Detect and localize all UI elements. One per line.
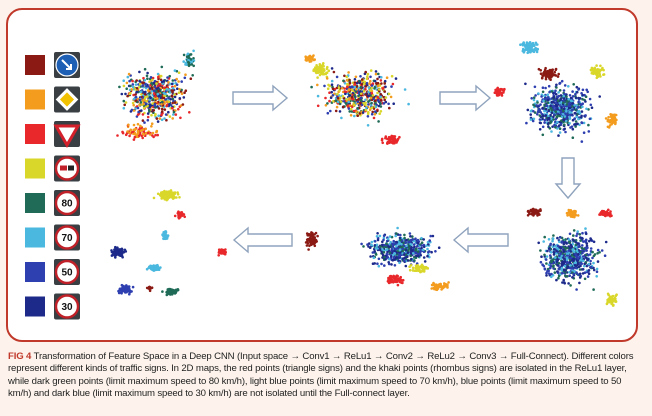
feature-cluster <box>161 230 170 241</box>
feature-cluster <box>589 64 606 80</box>
legend-swatch <box>25 124 45 144</box>
arrow-down-icon <box>554 157 582 200</box>
legend-swatch <box>25 89 45 110</box>
priority-road-rhombus-sign-icon <box>54 86 80 113</box>
sign-number: 30 <box>61 302 73 313</box>
arrow-right-icon <box>439 84 492 112</box>
feature-cluster <box>565 208 580 219</box>
feature-cluster <box>152 189 181 202</box>
feature-cluster <box>526 207 542 217</box>
sign-number: 70 <box>61 233 73 244</box>
speed-limit-80-sign-icon: 80 <box>54 190 80 216</box>
feature-cluster <box>145 263 162 272</box>
feature-cluster <box>116 122 159 141</box>
feature-cluster <box>360 226 441 268</box>
sign-number: 80 <box>61 199 73 210</box>
feature-space-maps <box>110 41 618 307</box>
legend-swatch <box>25 193 45 213</box>
speed-limit-30-sign-icon: 30 <box>54 293 80 320</box>
yield-triangle-sign-icon <box>53 121 81 148</box>
feature-cluster <box>304 231 319 251</box>
feature-cluster <box>161 287 180 297</box>
feature-cluster <box>386 274 405 287</box>
feature-cluster <box>217 248 227 257</box>
speed-limit-50-sign-icon: 50 <box>54 259 80 285</box>
feature-cluster <box>118 65 194 124</box>
feature-cluster <box>110 245 128 259</box>
feature-cluster <box>430 281 450 292</box>
feature-cluster <box>524 79 601 143</box>
feature-cluster <box>598 208 613 218</box>
feature-cluster <box>182 49 196 68</box>
sign-number: 50 <box>61 268 73 279</box>
keep-right-sign-icon <box>54 52 80 78</box>
feature-cluster <box>408 263 430 274</box>
arrow-left-icon <box>232 226 293 254</box>
feature-cluster <box>380 134 401 145</box>
feature-cluster <box>604 113 618 129</box>
speed-limit-70-sign-icon: 70 <box>54 224 80 251</box>
arrow-left-icon <box>452 226 509 254</box>
figure-frame <box>6 8 638 342</box>
flow-arrows <box>232 84 582 254</box>
caption-text: Transformation of Feature Space in a Dee… <box>8 351 634 399</box>
feature-cluster <box>312 62 331 79</box>
legend-swatch <box>25 55 45 75</box>
figure-caption: FIG 4 Transformation of Feature Space in… <box>8 351 646 400</box>
legend-swatch <box>25 296 45 317</box>
arrow-right-icon <box>232 84 289 112</box>
feature-cluster <box>117 283 135 296</box>
feature-cluster <box>519 41 539 55</box>
feature-cluster <box>605 292 618 307</box>
feature-cluster <box>173 210 186 220</box>
feature-cluster <box>145 285 154 293</box>
figure-label: FIG 4 <box>8 351 32 362</box>
feature-cluster <box>310 67 410 127</box>
feature-cluster <box>537 227 608 291</box>
feature-cluster <box>493 86 506 97</box>
figure-graphic: 80 70 50 30 <box>25 41 618 320</box>
legend-swatch <box>25 158 45 179</box>
legend: 80 70 50 30 <box>25 52 81 320</box>
no-overtaking-trucks-sign-icon <box>54 155 80 182</box>
legend-swatch <box>25 227 45 248</box>
feature-cluster <box>537 66 560 81</box>
feature-cluster <box>304 54 317 63</box>
legend-swatch <box>25 262 45 282</box>
